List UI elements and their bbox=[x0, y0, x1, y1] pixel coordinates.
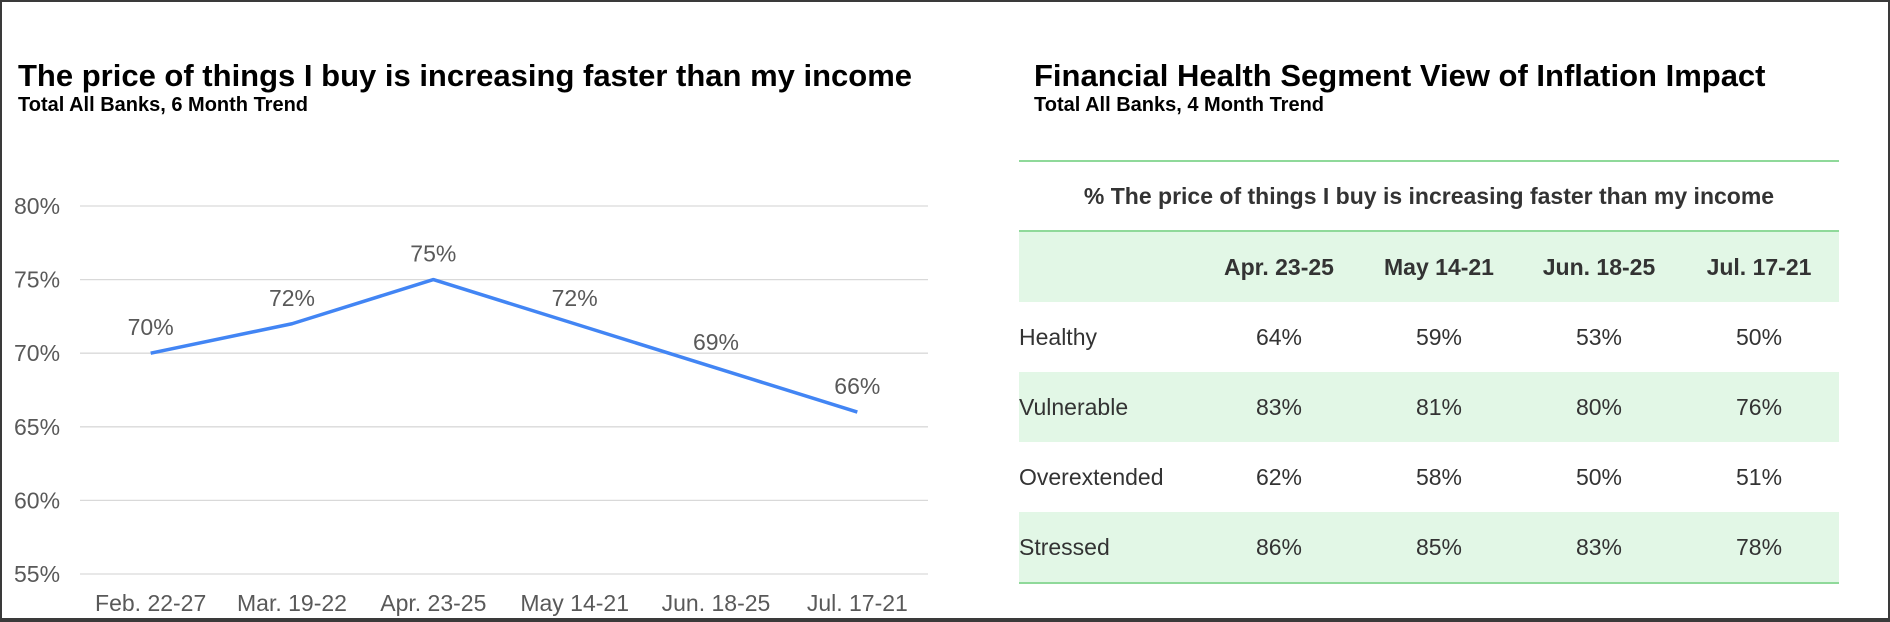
data-labels: 70% 72% 75% 72% 69% 66% bbox=[128, 241, 881, 399]
x-tick-label: Feb. 22-27 bbox=[95, 590, 206, 616]
table-title: Financial Health Segment View of Inflati… bbox=[1034, 58, 1766, 93]
y-tick-label: 75% bbox=[14, 267, 60, 293]
x-tick-label: Jun. 18-25 bbox=[662, 590, 771, 616]
table-cell: 53% bbox=[1575, 323, 1623, 350]
table-row: Healthy 64% 59% 53% 50% bbox=[1019, 302, 1839, 372]
table-cell: 51% bbox=[1735, 463, 1783, 490]
table-cell: 85% bbox=[1359, 512, 1519, 584]
column-header: Jun. 18-25 bbox=[1519, 231, 1679, 302]
data-label: 72% bbox=[552, 285, 598, 311]
x-tick-label: Jul. 17-21 bbox=[807, 590, 908, 616]
x-tick-label: May 14-21 bbox=[520, 590, 629, 616]
table-subtitle: Total All Banks, 4 Month Trend bbox=[1034, 94, 1325, 116]
column-header: Jul. 17-21 bbox=[1679, 231, 1840, 302]
x-axis-ticks: Feb. 22-27 Mar. 19-22 Apr. 23-25 May 14-21 J… bbox=[95, 590, 908, 616]
segment-label: Overextended bbox=[1019, 463, 1164, 490]
table-cell: 59% bbox=[1415, 323, 1463, 350]
segment-table: % The price of things I buy is increasin… bbox=[1019, 160, 1840, 584]
table-cell: 50% bbox=[1575, 463, 1623, 490]
table-cell: 62% bbox=[1255, 463, 1303, 490]
table-row: Stressed 86% 85% 83% 78% bbox=[1019, 512, 1840, 584]
y-tick-label: 60% bbox=[14, 487, 60, 513]
y-tick-label: 65% bbox=[14, 414, 60, 440]
table-caption: % The price of things I buy is increasin… bbox=[1019, 160, 1840, 232]
table-caption-row: % The price of things I buy is increasin… bbox=[1019, 160, 1840, 232]
table-cell: 83% bbox=[1199, 372, 1359, 442]
table-cell: 58% bbox=[1415, 463, 1463, 490]
y-tick-label: 70% bbox=[14, 340, 60, 366]
y-axis-ticks: 55% 60% 65% 70% 75% 80% bbox=[14, 193, 60, 587]
x-tick-label: Mar. 19-22 bbox=[237, 590, 347, 616]
y-tick-label: 80% bbox=[14, 193, 60, 219]
column-header bbox=[1019, 231, 1199, 302]
grid-lines bbox=[80, 205, 928, 575]
segment-label: Vulnerable bbox=[1019, 372, 1199, 442]
table-cell: 81% bbox=[1359, 372, 1519, 442]
x-tick-label: Apr. 23-25 bbox=[380, 590, 486, 616]
column-header: May 14-21 bbox=[1359, 231, 1519, 302]
table-cell: 64% bbox=[1255, 323, 1303, 350]
y-tick-label: 55% bbox=[14, 561, 60, 587]
segment-label: Healthy bbox=[1019, 323, 1097, 350]
data-label: 69% bbox=[693, 329, 739, 355]
column-header: Apr. 23-25 bbox=[1199, 231, 1359, 302]
data-label: 72% bbox=[269, 285, 315, 311]
data-label: 70% bbox=[128, 314, 174, 340]
segment-label: Stressed bbox=[1019, 512, 1199, 584]
table-cell: 78% bbox=[1679, 512, 1840, 584]
series-line bbox=[150, 277, 858, 414]
data-label: 66% bbox=[834, 373, 880, 399]
table-cell: 50% bbox=[1735, 323, 1783, 350]
table-cell: 86% bbox=[1199, 512, 1359, 584]
table-cell: 76% bbox=[1679, 372, 1840, 442]
line-chart-title: The price of things I buy is increasing … bbox=[18, 58, 913, 93]
data-label: 75% bbox=[410, 241, 456, 267]
line-chart: 55% 60% 65% 70% 75% 80% Feb. 22-27 Mar. 19-22 A… bbox=[14, 193, 928, 616]
table-row: Overextended 62% 58% 50% 51% bbox=[1019, 442, 1839, 512]
table-cell: 83% bbox=[1519, 512, 1679, 584]
line-chart-subtitle: Total All Banks, 6 Month Trend bbox=[18, 94, 309, 116]
table-cell: 80% bbox=[1519, 372, 1679, 442]
table-header-row: Apr. 23-25 May 14-21 Jun. 18-25 Jul. 17-… bbox=[1019, 231, 1840, 302]
table-row: Vulnerable 83% 81% 80% 76% bbox=[1019, 372, 1840, 442]
